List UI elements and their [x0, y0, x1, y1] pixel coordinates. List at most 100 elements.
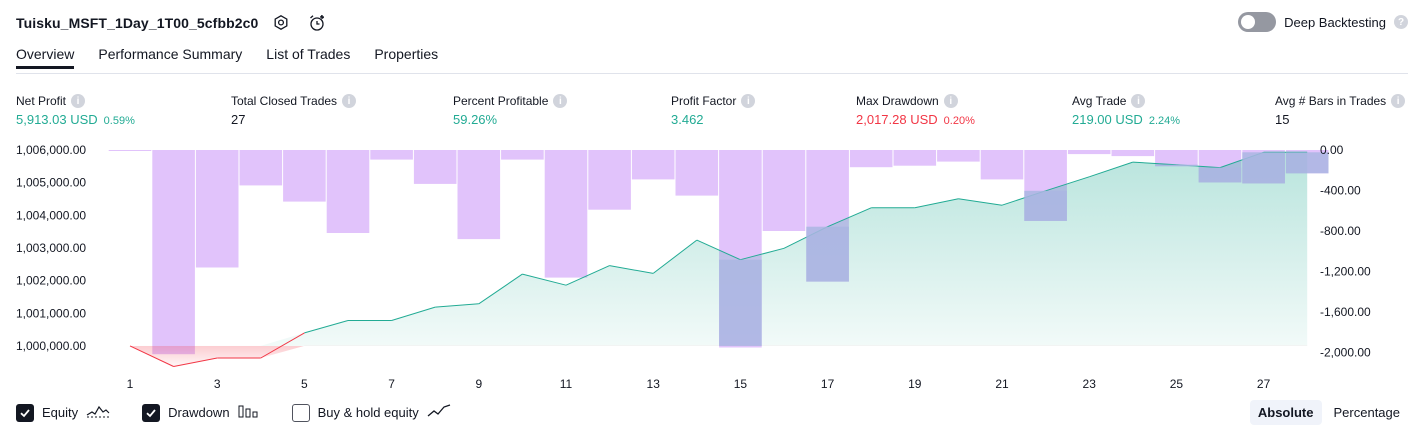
metric-percent: 2.24%: [1148, 115, 1181, 127]
info-icon[interactable]: i: [1391, 94, 1406, 108]
equity-checkbox[interactable]: [16, 403, 34, 422]
equity-line-segment: [740, 247, 785, 261]
strategy-header: Tuisku_MSFT_1Day_1T00_5cfbb2c0: [16, 10, 330, 36]
equity-line-icon: [86, 403, 110, 422]
help-icon[interactable]: ?: [1394, 15, 1408, 29]
deep-backtesting-control: Deep Backtesting ?: [1238, 12, 1408, 32]
metric-avg-trade: Avg Trade i 219.00 USD 2.24%: [1072, 94, 1180, 127]
legend-equity[interactable]: Equity: [16, 403, 110, 422]
equity-line-segment: [1089, 161, 1133, 178]
drawdown-bar: [544, 150, 588, 278]
x-axis-tick-label: 19: [908, 377, 922, 390]
info-icon[interactable]: i: [741, 94, 756, 108]
info-icon[interactable]: i: [71, 94, 86, 108]
equity-line-segment: [304, 320, 349, 334]
x-axis-tick-label: 3: [214, 377, 221, 390]
equity-area: [130, 152, 1308, 346]
metric-profit-factor: Profit Factor i 3.462: [671, 94, 756, 127]
deep-backtesting-toggle[interactable]: [1238, 12, 1277, 32]
legend-buy-hold[interactable]: Buy & hold equity: [291, 403, 451, 422]
drawdown-bar: [326, 150, 370, 233]
drawdown-bar: [1111, 150, 1155, 157]
drawdown-bar: [631, 150, 675, 180]
drawdown-bar: [980, 150, 1024, 180]
buy-hold-checkbox[interactable]: [291, 403, 310, 422]
tab-overview[interactable]: Overview: [16, 46, 75, 69]
tab-performance-summary[interactable]: Performance Summary: [98, 46, 243, 62]
equity-drawdown-chart[interactable]: 1,000,000.00 1,001,000.00 1,002,000.00 1,00…: [0, 138, 1424, 390]
info-icon[interactable]: i: [1131, 94, 1146, 108]
drawdown-overlap: [806, 226, 849, 282]
drawdown-bar: [152, 150, 195, 355]
report-tabs: Overview Performance Summary List of Tra…: [16, 46, 438, 69]
view-mode-switch: Absolute Percentage: [1249, 400, 1408, 425]
drawdown-bar: [370, 150, 413, 160]
drawdown-bar: [893, 150, 937, 166]
drawdown-bar: [849, 150, 893, 168]
equity-line-segment: [827, 207, 872, 228]
metric-percent: 0.20%: [943, 115, 975, 127]
absolute-button[interactable]: Absolute: [1249, 400, 1322, 425]
metric-label: Percent Profitable: [453, 94, 549, 108]
drawdown-bar: [457, 150, 501, 240]
drawdown-bar: [762, 150, 806, 231]
metric-percent-profitable: Percent Profitable i 59.26%: [453, 94, 568, 127]
metric-value: 3.462: [671, 112, 704, 127]
drawdown-overlap: [1285, 152, 1329, 174]
equity-line-segment: [391, 306, 436, 321]
equity-loss-area: [130, 345, 1308, 367]
gear-icon[interactable]: [268, 10, 294, 36]
tab-list-of-trades[interactable]: List of Trades: [266, 46, 351, 62]
metric-label: Net Profit: [16, 94, 67, 108]
percentage-button[interactable]: Percentage: [1333, 405, 1401, 420]
strategy-name: Tuisku_MSFT_1Day_1T00_5cfbb2c0: [16, 15, 259, 31]
right-axis-tick-label: -1,200.00: [1320, 265, 1371, 279]
tab-properties[interactable]: Properties: [374, 46, 439, 62]
metric-total-closed-trades: Total Closed Trades i 27: [231, 94, 357, 127]
metric-net-profit: Net Profit i 5,913.03 USD 0.59%: [16, 94, 135, 127]
metric-percent: 0.59%: [103, 115, 135, 127]
buy-hold-line-icon: [427, 403, 451, 422]
equity-line-segment: [522, 273, 567, 286]
left-axis-tick-label: 1,003,000.00: [16, 241, 86, 255]
equity-line-segment: [129, 345, 174, 367]
equity-line-segment: [1045, 176, 1090, 192]
left-axis-tick-label: 1,005,000.00: [16, 176, 86, 190]
drawdown-bar: [413, 150, 457, 184]
x-axis-tick-label: 17: [821, 377, 835, 390]
left-axis-tick-label: 1,002,000.00: [16, 274, 86, 288]
equity-line-segment: [652, 239, 698, 274]
metric-value: 5,913.03 USD: [16, 112, 98, 127]
drawdown-bar: [501, 150, 544, 160]
metric-avg-bars-in-trades: Avg # Bars in Trades i 15: [1275, 94, 1406, 127]
metric-value: 59.26%: [453, 112, 498, 127]
legend-drawdown[interactable]: Drawdown: [142, 403, 259, 422]
info-icon[interactable]: i: [553, 94, 568, 108]
metrics-row: Net Profit i 5,913.03 USD 0.59% Total Clos…: [16, 94, 1408, 130]
x-axis-tick-label: 11: [560, 377, 573, 390]
legend-label: Equity: [42, 405, 79, 420]
left-axis-tick-label: 1,000,000.00: [16, 339, 86, 353]
metric-value: 2,017.28 USD: [856, 112, 938, 127]
metric-value: 27: [231, 112, 246, 127]
equity-line-segment: [478, 273, 523, 305]
equity-line-segment: [696, 239, 741, 261]
chart-legend: Equity Drawdown Buy & hold equity: [16, 403, 451, 422]
equity-line-segment: [914, 198, 959, 209]
equity-line-segment: [958, 198, 1003, 206]
left-axis-tick-label: 1,001,000.00: [16, 306, 86, 320]
drawdown-checkbox[interactable]: [142, 403, 161, 422]
legend-label: Drawdown: [168, 405, 230, 420]
drawdown-overlap: [719, 259, 762, 346]
info-icon[interactable]: i: [342, 94, 357, 108]
metric-value: 15: [1275, 112, 1290, 127]
info-icon[interactable]: i: [943, 94, 958, 108]
x-axis-tick-label: 27: [1257, 377, 1271, 390]
drawdown-bar: [283, 150, 326, 202]
x-axis-tick-label: 23: [1083, 377, 1097, 390]
alarm-add-icon[interactable]: [304, 10, 330, 36]
metric-label: Avg Trade: [1072, 94, 1127, 108]
deep-backtesting-label: Deep Backtesting: [1284, 14, 1386, 30]
drawdown-bar: [1067, 150, 1111, 155]
equity-line-segment: [565, 265, 610, 286]
